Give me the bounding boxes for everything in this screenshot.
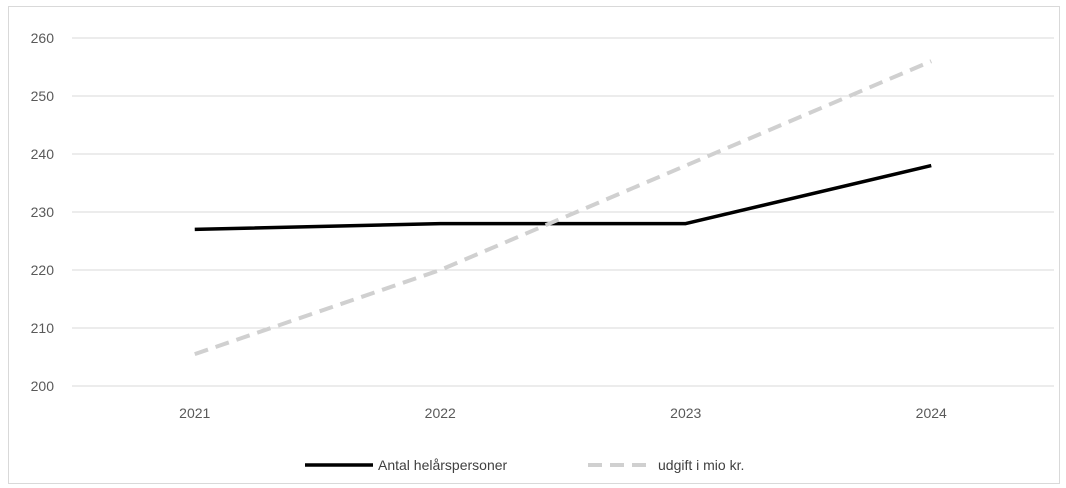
- y-tick-label: 240: [31, 146, 55, 162]
- chart-frame: [8, 6, 1060, 484]
- legend: Antal helårspersoner udgift i mio kr.: [305, 457, 744, 473]
- y-tick-label: 210: [31, 320, 55, 336]
- x-tick-label: 2022: [425, 405, 456, 421]
- series-lines: [194, 59, 933, 356]
- y-tick-label: 260: [31, 30, 55, 46]
- y-tick-label: 250: [31, 88, 55, 104]
- legend-label-1: udgift i mio kr.: [658, 457, 744, 473]
- series-line-1: [194, 59, 933, 356]
- gridlines: [72, 37, 1054, 387]
- y-axis-ticks: 200 210 220 230 240 250 260: [31, 30, 55, 394]
- y-tick-label: 230: [31, 204, 55, 220]
- y-tick-label: 200: [31, 378, 55, 394]
- x-tick-label: 2021: [179, 405, 210, 421]
- x-tick-label: 2024: [916, 405, 947, 421]
- legend-label-0: Antal helårspersoner: [378, 457, 508, 473]
- x-axis-ticks: 2021 2022 2023 2024: [179, 405, 947, 421]
- series-line-0: [194, 163, 932, 232]
- x-tick-label: 2023: [670, 405, 701, 421]
- y-tick-label: 220: [31, 262, 55, 278]
